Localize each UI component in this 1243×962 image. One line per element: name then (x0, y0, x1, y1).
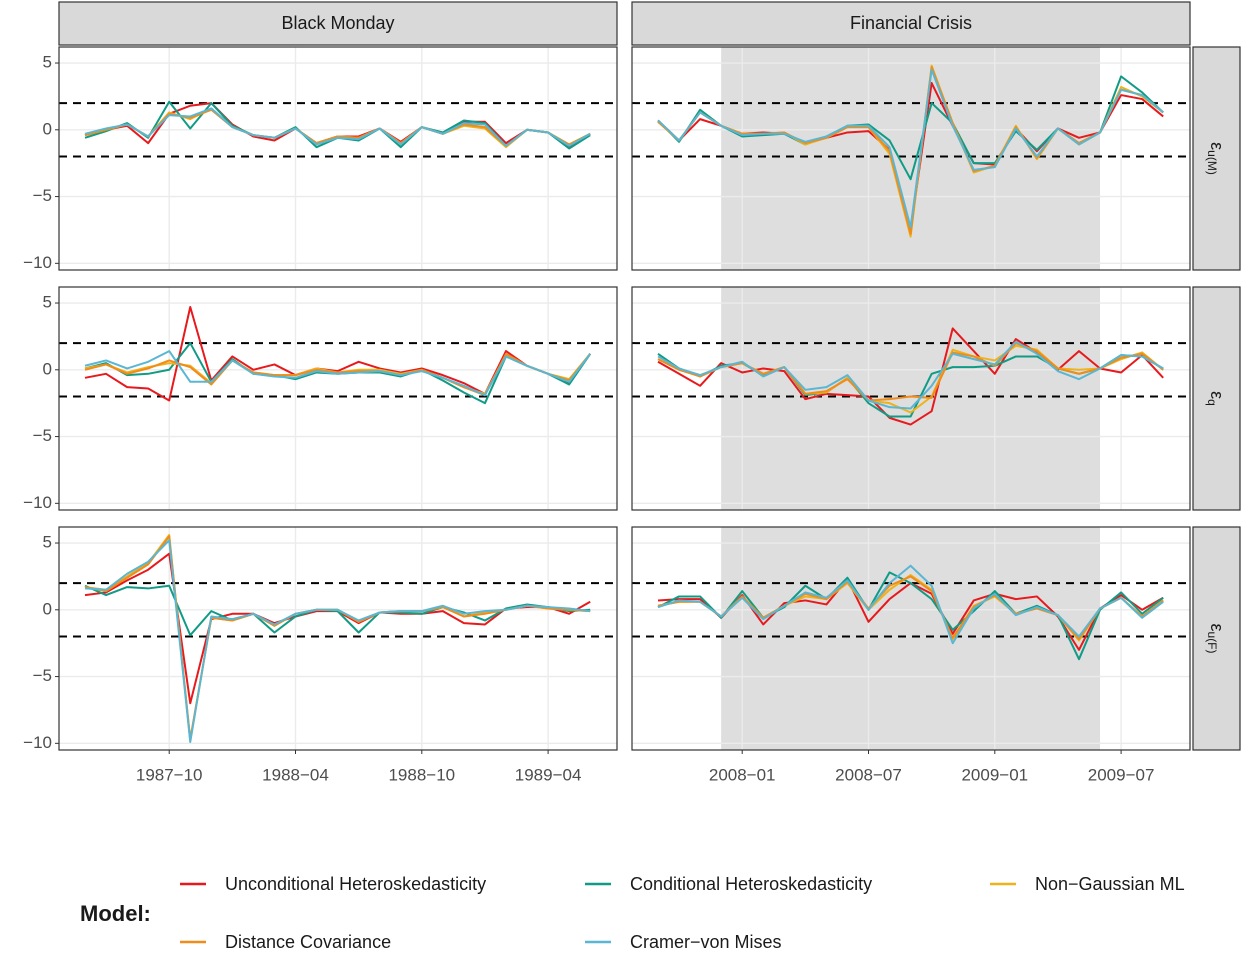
column-strip (631, 1, 1191, 46)
y-tick-label: 0 (43, 119, 52, 138)
series-line (84, 306, 592, 402)
column-strip-label: Black Monday (281, 13, 394, 33)
y-tick-label: 5 (43, 53, 52, 72)
x-tick-label: 1988−04 (262, 765, 329, 784)
series-line (657, 66, 1164, 235)
legend-label: Distance Covariance (225, 932, 391, 952)
y-tick-label: 5 (43, 293, 52, 312)
series-line (657, 340, 1164, 410)
x-tick-label: 1988−10 (388, 765, 455, 784)
row-strip-label: εu(F) (1205, 623, 1227, 653)
panel-border (58, 46, 618, 271)
y-tick-label: 0 (43, 359, 52, 378)
y-tick-label: −5 (33, 426, 52, 445)
legend-label: Cramer−von Mises (630, 932, 782, 952)
series-line (657, 575, 1164, 641)
y-tick-label: −10 (23, 733, 52, 752)
row-subscript: u(F) (1205, 632, 1219, 654)
series-line (657, 342, 1164, 402)
row-symbol: ε (1207, 391, 1227, 399)
shaded-period (721, 527, 1101, 750)
y-tick-label: 0 (43, 599, 52, 618)
y-tick-label: −10 (23, 493, 52, 512)
y-tick-label: −10 (23, 253, 52, 272)
column-strip (58, 1, 618, 46)
panel-background (59, 527, 617, 750)
panel-border (631, 286, 1191, 511)
series-line (657, 564, 1164, 645)
legend-label: Conditional Heteroskedasticity (630, 874, 872, 894)
row-strip (1192, 526, 1241, 751)
row-strip (1192, 286, 1241, 511)
panel-border (631, 526, 1191, 751)
panel-background (59, 47, 617, 270)
column-strip-label: Financial Crisis (850, 13, 972, 33)
x-tick-label: 1989−04 (515, 765, 582, 784)
x-tick-label: 2009−01 (961, 765, 1028, 784)
row-subscript: q (1205, 399, 1219, 406)
panel-border (58, 526, 618, 751)
series-line (84, 107, 591, 147)
series-line (657, 327, 1164, 426)
panel-border (631, 46, 1191, 271)
row-strip-label: εu(M) (1205, 142, 1227, 175)
panel-border (58, 286, 618, 511)
row-strip-label: εq (1205, 391, 1227, 406)
y-tick-label: 5 (43, 533, 52, 552)
legend-title: Model: (80, 901, 151, 926)
legend-label: Non−Gaussian ML (1035, 874, 1185, 894)
shaded-period (721, 287, 1101, 510)
series-line (657, 571, 1164, 661)
series-line (84, 539, 591, 743)
panel-background (59, 287, 617, 510)
x-tick-label: 2009−07 (1088, 765, 1155, 784)
legend-label: Unconditional Heteroskedasticity (225, 874, 486, 894)
series-line (657, 68, 1164, 229)
series-line (84, 584, 591, 637)
row-symbol: ε (1207, 142, 1227, 150)
x-tick-label: 2008−07 (835, 765, 902, 784)
series-line (84, 350, 591, 397)
y-tick-label: −5 (33, 666, 52, 685)
y-tick-label: −5 (33, 186, 52, 205)
row-subscript: u(M) (1205, 150, 1219, 175)
x-tick-label: 1987−10 (136, 765, 203, 784)
row-strip (1192, 46, 1241, 271)
series-line (84, 352, 591, 397)
x-tick-label: 2008−01 (709, 765, 776, 784)
row-symbol: ε (1207, 623, 1227, 631)
